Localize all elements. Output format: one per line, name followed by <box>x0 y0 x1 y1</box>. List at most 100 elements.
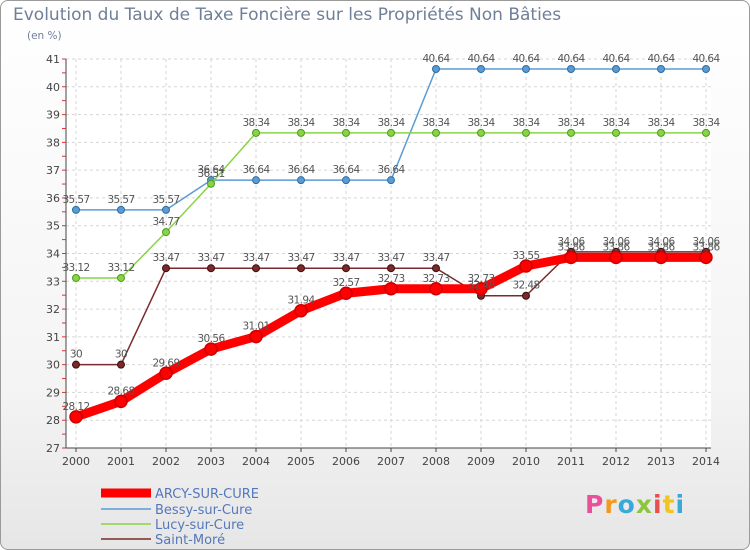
data-label: 38.34 <box>692 117 720 129</box>
data-label: 40.64 <box>422 53 450 65</box>
data-label: 33.12 <box>107 262 134 274</box>
data-label: 38.34 <box>242 117 270 129</box>
x-tick-label: 2000 <box>62 455 90 468</box>
y-tick-label: 35 <box>46 220 60 233</box>
chart-unit-label: (en %) <box>27 30 62 42</box>
proxiti-logo: Proxiti <box>585 490 686 519</box>
data-label: 32.57 <box>332 277 359 289</box>
x-tick-label: 2003 <box>197 455 225 468</box>
y-tick-label: 41 <box>46 53 60 66</box>
data-point <box>294 303 308 318</box>
data-point <box>384 282 398 296</box>
data-label: 40.64 <box>467 53 495 65</box>
data-point <box>519 259 533 273</box>
data-label: 38.34 <box>287 117 315 129</box>
data-label: 30 <box>70 349 82 361</box>
data-point <box>342 128 350 137</box>
data-point <box>159 366 173 381</box>
data-label: 32.48 <box>467 280 494 292</box>
data-point <box>114 394 128 409</box>
data-label: 38.34 <box>377 117 405 129</box>
data-label: 34.06 <box>557 236 585 248</box>
data-label: 38.34 <box>332 117 360 129</box>
data-point <box>702 65 710 74</box>
data-point <box>477 128 485 137</box>
data-point <box>72 360 80 369</box>
data-point <box>474 282 488 296</box>
x-tick-label: 2002 <box>152 455 180 468</box>
data-label: 36.51 <box>197 168 224 180</box>
data-point <box>117 360 125 369</box>
x-tick-label: 2012 <box>602 455 630 468</box>
data-point <box>342 264 350 273</box>
data-point <box>69 410 83 424</box>
y-tick-label: 32 <box>46 303 60 316</box>
x-tick-label: 2007 <box>377 455 405 468</box>
y-tick-label: 29 <box>46 386 60 399</box>
data-point <box>657 65 665 74</box>
data-point <box>567 128 575 137</box>
data-point <box>702 128 710 137</box>
data-point <box>567 65 575 74</box>
data-label: 33.47 <box>242 252 269 264</box>
y-tick-label: 40 <box>46 81 60 94</box>
data-point <box>432 65 440 74</box>
x-tick-label: 2009 <box>467 455 495 468</box>
x-tick-label: 2011 <box>557 455 585 468</box>
data-point <box>387 264 395 273</box>
x-tick-label: 2014 <box>692 455 720 468</box>
data-point <box>117 273 125 282</box>
data-label: 33.47 <box>377 252 404 264</box>
data-label: 40.64 <box>647 53 675 65</box>
data-point <box>657 128 665 137</box>
data-label: 34.06 <box>647 236 675 248</box>
data-point <box>522 291 530 300</box>
data-point <box>564 250 578 265</box>
x-tick-label: 2004 <box>242 455 270 468</box>
data-label: 40.64 <box>602 53 630 65</box>
data-point <box>609 250 623 265</box>
data-point <box>342 176 350 185</box>
data-label: 32.73 <box>422 273 449 285</box>
y-tick-label: 33 <box>46 275 60 288</box>
data-label: 33.55 <box>512 250 539 262</box>
legend-label: ARCY-SUR-CURE <box>155 487 259 502</box>
legend-label: Saint-Moré <box>155 533 225 548</box>
data-point <box>249 329 263 344</box>
data-label: 33.86 <box>647 241 675 253</box>
data-label: 28.12 <box>62 401 89 413</box>
data-point <box>207 264 215 273</box>
data-point <box>339 286 353 300</box>
legend-label: Bessy-sur-Cure <box>155 503 252 518</box>
data-label: 40.64 <box>557 53 585 65</box>
data-label: 40.64 <box>512 53 540 65</box>
data-label: 38.34 <box>647 117 675 129</box>
data-point <box>252 128 260 137</box>
data-label: 35.57 <box>107 194 134 206</box>
data-point <box>654 250 668 265</box>
y-tick-label: 36 <box>46 192 60 205</box>
data-point <box>117 205 125 214</box>
data-point <box>699 250 713 265</box>
data-label: 33.86 <box>557 241 585 253</box>
data-point <box>252 264 260 273</box>
data-label: 32.73 <box>467 273 494 285</box>
data-point <box>522 65 530 74</box>
data-point <box>72 205 80 214</box>
data-label: 36.64 <box>377 164 405 176</box>
data-label: 31.94 <box>287 295 315 307</box>
y-tick-label: 38 <box>46 136 60 149</box>
data-label: 30.56 <box>197 333 225 345</box>
x-tick-label: 2013 <box>647 455 675 468</box>
data-label: 36.64 <box>332 164 360 176</box>
data-point <box>432 264 440 273</box>
data-label: 38.34 <box>602 117 630 129</box>
data-label: 28.68 <box>107 385 134 397</box>
data-point <box>252 176 260 185</box>
y-tick-label: 34 <box>46 248 60 261</box>
data-label: 36.64 <box>287 164 315 176</box>
y-tick-label: 37 <box>46 164 60 177</box>
data-label: 34.77 <box>152 216 179 228</box>
data-point <box>612 65 620 74</box>
